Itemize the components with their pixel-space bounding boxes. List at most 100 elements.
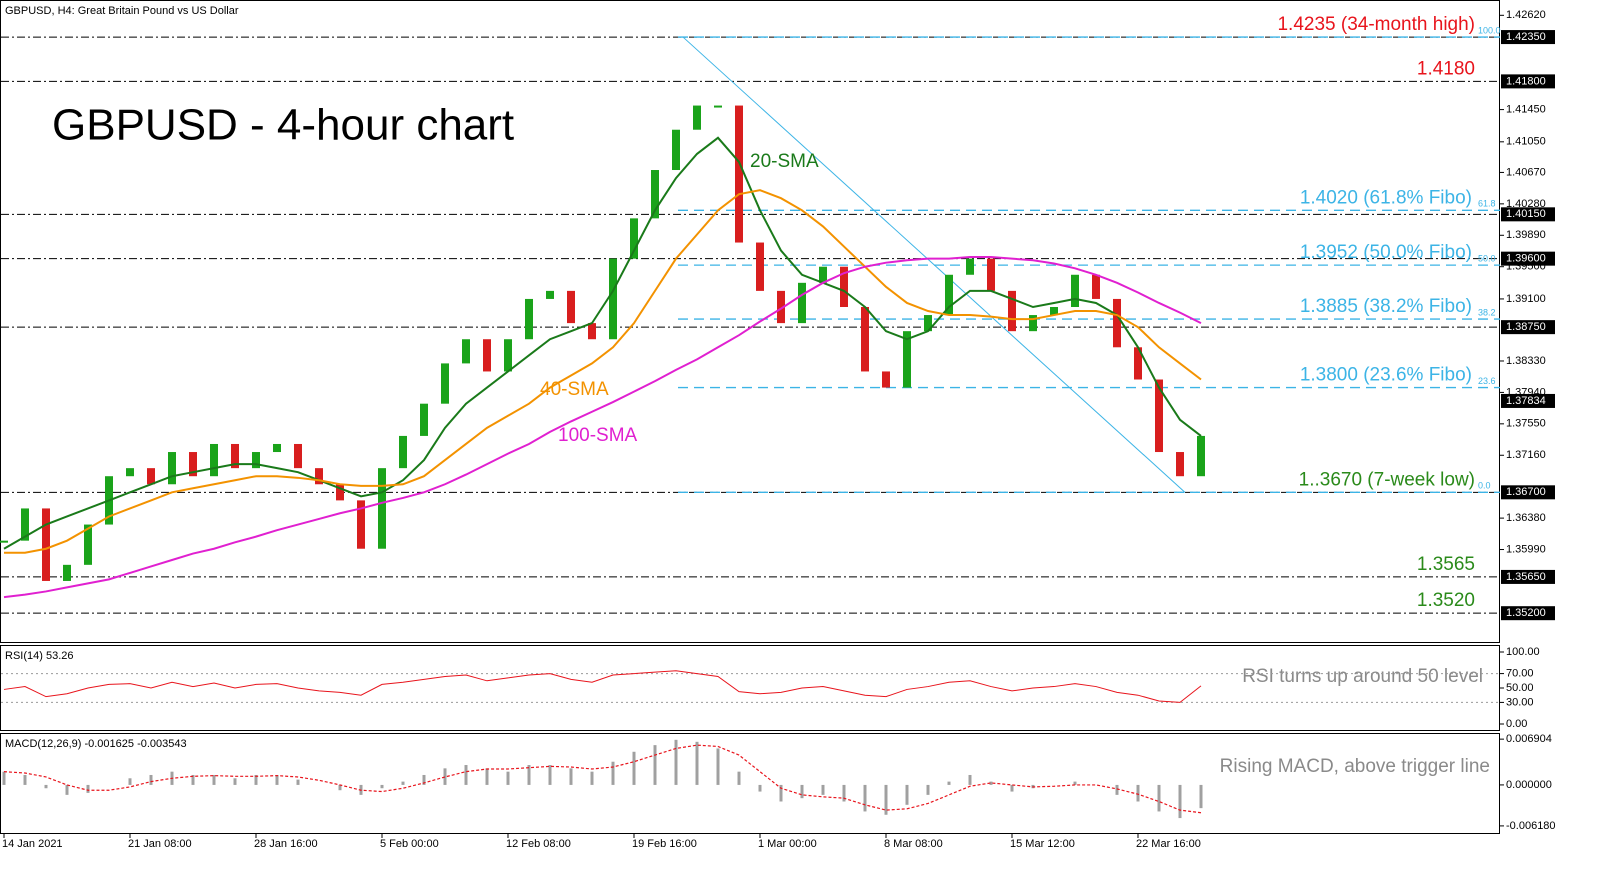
y-tick-label: -0.006180: [1506, 820, 1556, 832]
candle: [777, 290, 785, 324]
candle: [945, 274, 953, 316]
y-tick-label: 0.006904: [1506, 733, 1552, 745]
candle: [693, 105, 701, 130]
candle: [1134, 347, 1142, 380]
candle: [840, 266, 848, 307]
candle: [1071, 274, 1079, 307]
candle: [462, 339, 470, 364]
candle: [336, 484, 344, 501]
candle: [1092, 274, 1100, 299]
y-tick-label: 30.00: [1506, 696, 1534, 708]
fibo-ratio: 100.0: [1478, 25, 1501, 35]
candle: [126, 468, 134, 477]
candle: [84, 524, 92, 565]
last-price-box: [1501, 393, 1555, 408]
level-axis-box: [1501, 74, 1555, 89]
x-tick-label: 1 Mar 00:00: [758, 838, 817, 850]
candle: [420, 403, 428, 436]
x-tick-label: 28 Jan 16:00: [254, 838, 318, 850]
x-tick-label: 14 Jan 2021: [2, 838, 63, 850]
x-tick-label: 15 Mar 12:00: [1010, 838, 1075, 850]
y-tick-label: 0.00: [1506, 718, 1527, 730]
fibo-trendline: [682, 36, 1186, 493]
candle: [483, 339, 491, 372]
candle: [672, 129, 680, 171]
candle: [567, 290, 575, 324]
level-axis-label: 1.35650: [1506, 571, 1546, 583]
y-tick-label: 50.00: [1506, 682, 1534, 694]
level-annotation: 1.3565: [1417, 554, 1475, 575]
candle: [21, 508, 29, 541]
level-axis-label: 1.35200: [1506, 607, 1546, 619]
candle: [798, 282, 806, 324]
candle: [819, 266, 827, 283]
candle: [315, 468, 323, 485]
candle: [399, 435, 407, 469]
series-label: 20-SMA: [750, 151, 819, 172]
candle: [609, 258, 617, 340]
candle: [1176, 452, 1184, 477]
candle: [903, 331, 911, 388]
y-tick-label: 1.40670: [1506, 166, 1546, 178]
candle: [63, 564, 71, 581]
level-axis-box: [1501, 320, 1555, 335]
level-axis-box: [1501, 207, 1555, 222]
y-tick-label: 1.39100: [1506, 293, 1546, 305]
y-tick-label: 1.41450: [1506, 103, 1546, 115]
y-tick-label: 1.41050: [1506, 136, 1546, 148]
fibo-ratio: 38.2: [1478, 307, 1496, 317]
level-axis-label: 1.38750: [1506, 321, 1546, 333]
level-axis-box: [1501, 485, 1555, 500]
candle: [189, 452, 197, 477]
candle: [1029, 315, 1037, 332]
candle: [1155, 379, 1163, 453]
moving-average: [4, 189, 1202, 554]
y-tick-label: 70.00: [1506, 668, 1534, 680]
subtitle: GBPUSD, H4: Great Britain Pound vs US Do…: [5, 5, 239, 17]
candle: [231, 443, 239, 469]
y-tick-label: 1.39890: [1506, 229, 1546, 241]
candle: [1050, 306, 1058, 316]
y-tick-label: 1.35990: [1506, 543, 1546, 555]
level-annotation: 1.3520: [1417, 590, 1475, 611]
chart-title: GBPUSD - 4-hour chart: [52, 101, 514, 150]
series-label: 100-SMA: [558, 425, 638, 446]
x-tick-label: 22 Mar 16:00: [1136, 838, 1201, 850]
fibo-annotation: 1.4020 (61.8% Fibo): [1300, 187, 1472, 208]
candle: [357, 500, 365, 549]
rsi-panel: [0, 645, 1500, 731]
last-price-label: 1.37834: [1506, 395, 1546, 407]
rsi-line: [3, 670, 1202, 703]
level-axis-box: [1501, 251, 1555, 266]
main-panel: [0, 0, 1500, 643]
level-axis-label: 1.40150: [1506, 208, 1546, 220]
x-tick-label: 8 Mar 08:00: [884, 838, 943, 850]
candle: [861, 306, 869, 372]
x-tick-label: 5 Feb 00:00: [380, 838, 439, 850]
rsi-title: RSI(14) 53.26: [5, 650, 73, 662]
y-tick-label: 1.37550: [1506, 418, 1546, 430]
y-tick-label: 1.37160: [1506, 449, 1546, 461]
y-tick-label: 1.42620: [1506, 9, 1546, 21]
fibo-annotation: 1.3885 (38.2% Fibo): [1300, 296, 1472, 317]
candle: [882, 371, 890, 388]
candle: [1197, 435, 1205, 477]
x-tick-label: 21 Jan 08:00: [128, 838, 192, 850]
candle: [252, 452, 260, 469]
candle: [756, 242, 764, 291]
candle: [588, 323, 596, 340]
y-tick-label: 0.000000: [1506, 779, 1552, 791]
series-label: 40-SMA: [540, 379, 609, 400]
candle: [525, 298, 533, 340]
fibo-ratio: 50.0: [1478, 253, 1496, 263]
candle: [630, 218, 638, 259]
candle: [168, 452, 176, 485]
fibo-ratio: 0.0: [1478, 481, 1491, 491]
rsi-annotation: RSI turns up around 50 level: [1242, 666, 1483, 687]
fibo-ratio: 23.6: [1478, 376, 1496, 386]
candle: [1113, 298, 1121, 348]
candle: [546, 290, 554, 299]
candle: [966, 258, 974, 275]
level-axis-box: [1501, 569, 1555, 584]
